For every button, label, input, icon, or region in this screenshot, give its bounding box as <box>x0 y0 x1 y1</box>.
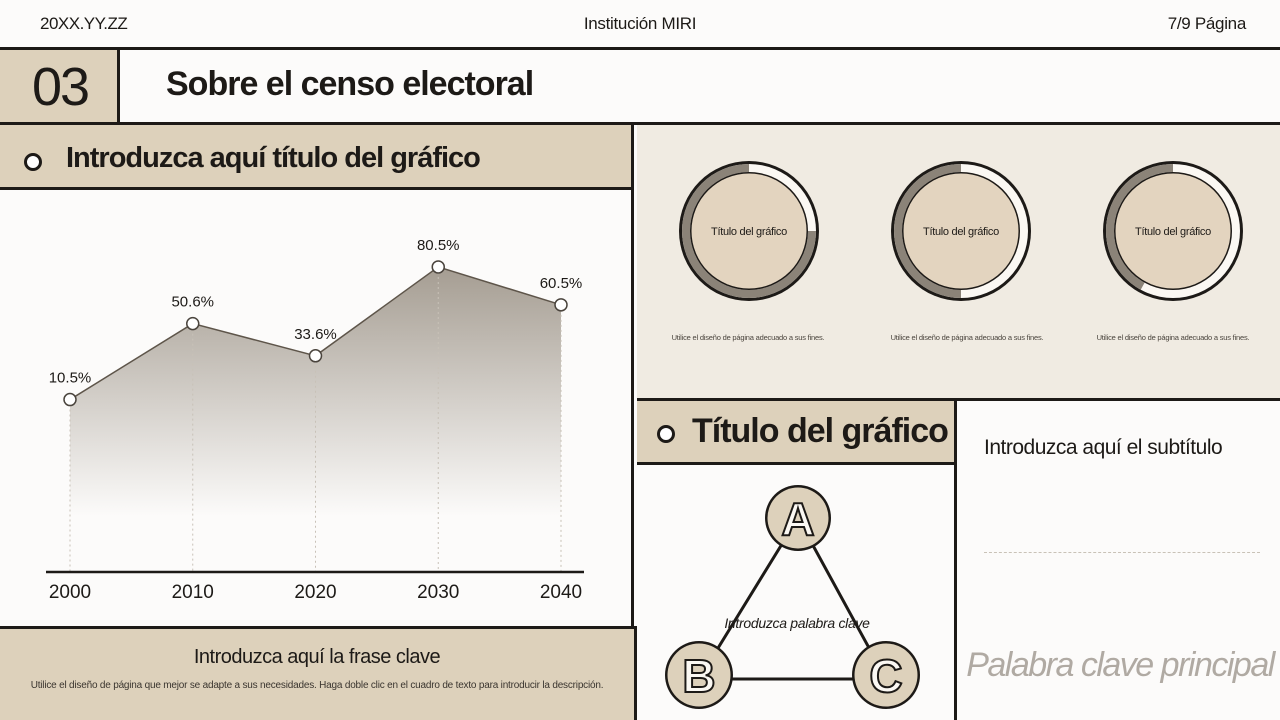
subtitle-panel <box>960 401 1280 720</box>
triangle-panel-title: Título del gráfico <box>692 412 949 450</box>
triangle-panel-header <box>637 401 957 465</box>
triangle-keyword: Introduzca palabra clave <box>724 615 870 631</box>
data-label: 60.5% <box>540 275 583 292</box>
main-keyword: Palabra clave principal <box>966 646 1275 684</box>
data-label: 33.6% <box>294 326 337 343</box>
data-point <box>63 392 77 407</box>
subtitle: Introduzca aquí el subtítulo <box>984 436 1223 459</box>
x-tick-label: 2010 <box>172 582 214 603</box>
data-point <box>554 298 568 312</box>
chart-area-fill <box>70 266 561 571</box>
x-tick-label: 2020 <box>294 582 336 603</box>
chart-panel-header <box>0 125 634 190</box>
chart-panel-title: Introduzca aquí título del gráfico <box>66 142 481 174</box>
x-tick-label: 2030 <box>417 582 459 603</box>
donut-chart-2 <box>891 161 1031 301</box>
data-point <box>431 260 445 274</box>
node-a: A <box>765 485 831 551</box>
key-phrase: Introduzca aquí la frase clave <box>193 646 441 668</box>
header-date: 20XX.YY.ZZ <box>40 14 128 33</box>
chart-panel-bullet-icon <box>24 153 42 171</box>
donut-chart-1 <box>679 161 819 301</box>
top-header-bar <box>0 0 1280 50</box>
node-b-label: B <box>682 650 715 702</box>
donut-2-label: Título del gráfico <box>923 226 999 238</box>
donut-1-description: Utilice el diseño de página adecuado a s… <box>671 333 825 342</box>
node-c: C <box>852 641 920 709</box>
area-chart: 10.5% 2000 50.6% 2010 33.6% 2020 80.5% 2030 60.5… <box>46 237 584 603</box>
section-title-box <box>120 50 1280 125</box>
data-label: 50.6% <box>171 294 214 311</box>
section-number: 03 <box>31 57 90 117</box>
data-label: 80.5% <box>417 237 460 254</box>
data-label: 10.5% <box>49 370 92 387</box>
x-tick-label: 2000 <box>49 582 91 603</box>
donut-chart-3 <box>1103 161 1243 301</box>
donut-3-label: Título del gráfico <box>1135 226 1211 238</box>
key-phrase-description: Utilice el diseño de página que mejor se… <box>30 680 604 691</box>
section-number-box <box>0 50 120 125</box>
node-b: B <box>665 641 733 709</box>
subtitle-divider <box>984 552 1260 553</box>
donut-3-description: Utilice el diseño de página adecuado a s… <box>1096 333 1250 342</box>
node-c-label: C <box>869 650 902 702</box>
data-point <box>186 316 200 331</box>
triangle-diagram: A B C <box>665 485 920 709</box>
header-institution: Institución MIRI <box>583 14 697 33</box>
section-title: Sobre el censo electoral <box>166 65 534 103</box>
triangle-panel-bullet-icon <box>657 425 675 443</box>
node-a-label: A <box>781 493 814 545</box>
donut-2-description: Utilice el diseño de página adecuado a s… <box>890 333 1044 342</box>
data-point <box>308 349 323 363</box>
donut-3-fill <box>1106 164 1173 290</box>
donut-2-fill <box>894 164 961 298</box>
x-tick-label: 2040 <box>540 582 582 603</box>
key-phrase-panel <box>0 626 637 720</box>
header-page-indicator: 7/9 Página <box>1167 14 1247 33</box>
donut-1-label: Título del gráfico <box>711 226 787 238</box>
